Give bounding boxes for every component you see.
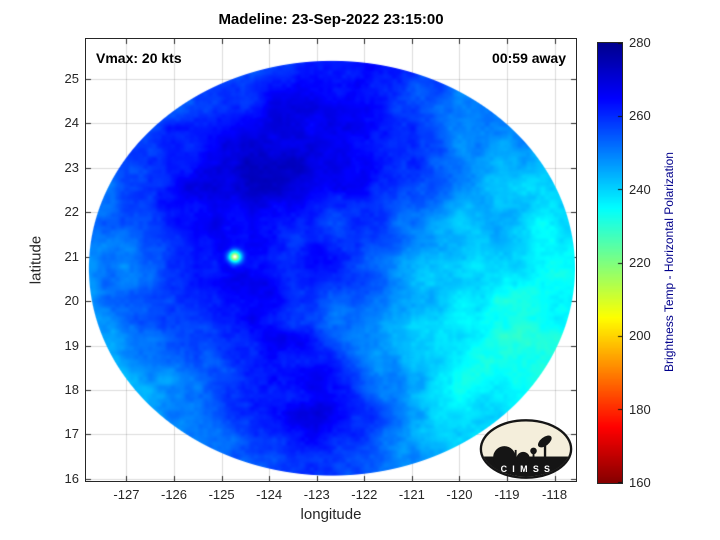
colorbar-label: Brightness Temp - Horizontal Polarizatio… bbox=[662, 152, 676, 372]
cimss-logo-text: C I M S S bbox=[501, 464, 552, 474]
y-tick-label: 22 bbox=[64, 204, 79, 220]
colorbar bbox=[597, 42, 623, 484]
x-tick-label: -127 bbox=[113, 487, 140, 502]
x-tick-label: -119 bbox=[494, 487, 520, 502]
x-tick-label: -123 bbox=[303, 487, 330, 502]
x-tick-label: -126 bbox=[160, 487, 188, 502]
colorbar-tick-label: 220 bbox=[629, 255, 651, 270]
x-tick-label: -124 bbox=[256, 487, 283, 502]
colorbar-tick-label: 280 bbox=[629, 35, 651, 50]
countdown-annotation: 00:59 away bbox=[492, 50, 566, 66]
cimss-logo: C I M S S bbox=[479, 419, 573, 479]
plot-title: Madeline: 23-Sep-2022 23:15:00 bbox=[218, 11, 444, 28]
y-tick-label: 20 bbox=[64, 293, 79, 309]
cimss-logo-silhouette bbox=[482, 435, 570, 477]
y-tick-label: 25 bbox=[64, 70, 79, 86]
colorbar-tick-label: 260 bbox=[629, 108, 651, 124]
x-tick-label: -118 bbox=[542, 487, 568, 502]
y-tick-label: 18 bbox=[64, 381, 79, 397]
x-tick-label: -121 bbox=[398, 487, 425, 502]
y-tick-label: 23 bbox=[64, 159, 79, 175]
brightness-temp-map bbox=[86, 39, 576, 481]
colorbar-gradient bbox=[598, 43, 622, 483]
y-tick-label: 21 bbox=[64, 248, 79, 264]
colorbar-tick-label: 180 bbox=[629, 401, 651, 417]
y-tick-label: 17 bbox=[64, 426, 79, 442]
colorbar-tick-label: 240 bbox=[629, 181, 651, 197]
y-tick-label: 16 bbox=[64, 470, 79, 486]
x-tick-label: -125 bbox=[208, 487, 235, 502]
y-tick-label: 24 bbox=[64, 115, 79, 131]
y-tick-label: 19 bbox=[64, 337, 79, 353]
x-tick-label: -122 bbox=[351, 487, 378, 502]
vmax-annotation: Vmax: 20 kts bbox=[96, 50, 182, 66]
colorbar-tick-label: 200 bbox=[629, 328, 651, 344]
plot-area: Vmax: 20 kts 00:59 away C I M S S bbox=[85, 38, 577, 482]
x-tick-label: -120 bbox=[446, 487, 473, 502]
x-axis-label: longitude bbox=[300, 506, 362, 523]
colorbar-tick-label: 160 bbox=[629, 475, 651, 490]
